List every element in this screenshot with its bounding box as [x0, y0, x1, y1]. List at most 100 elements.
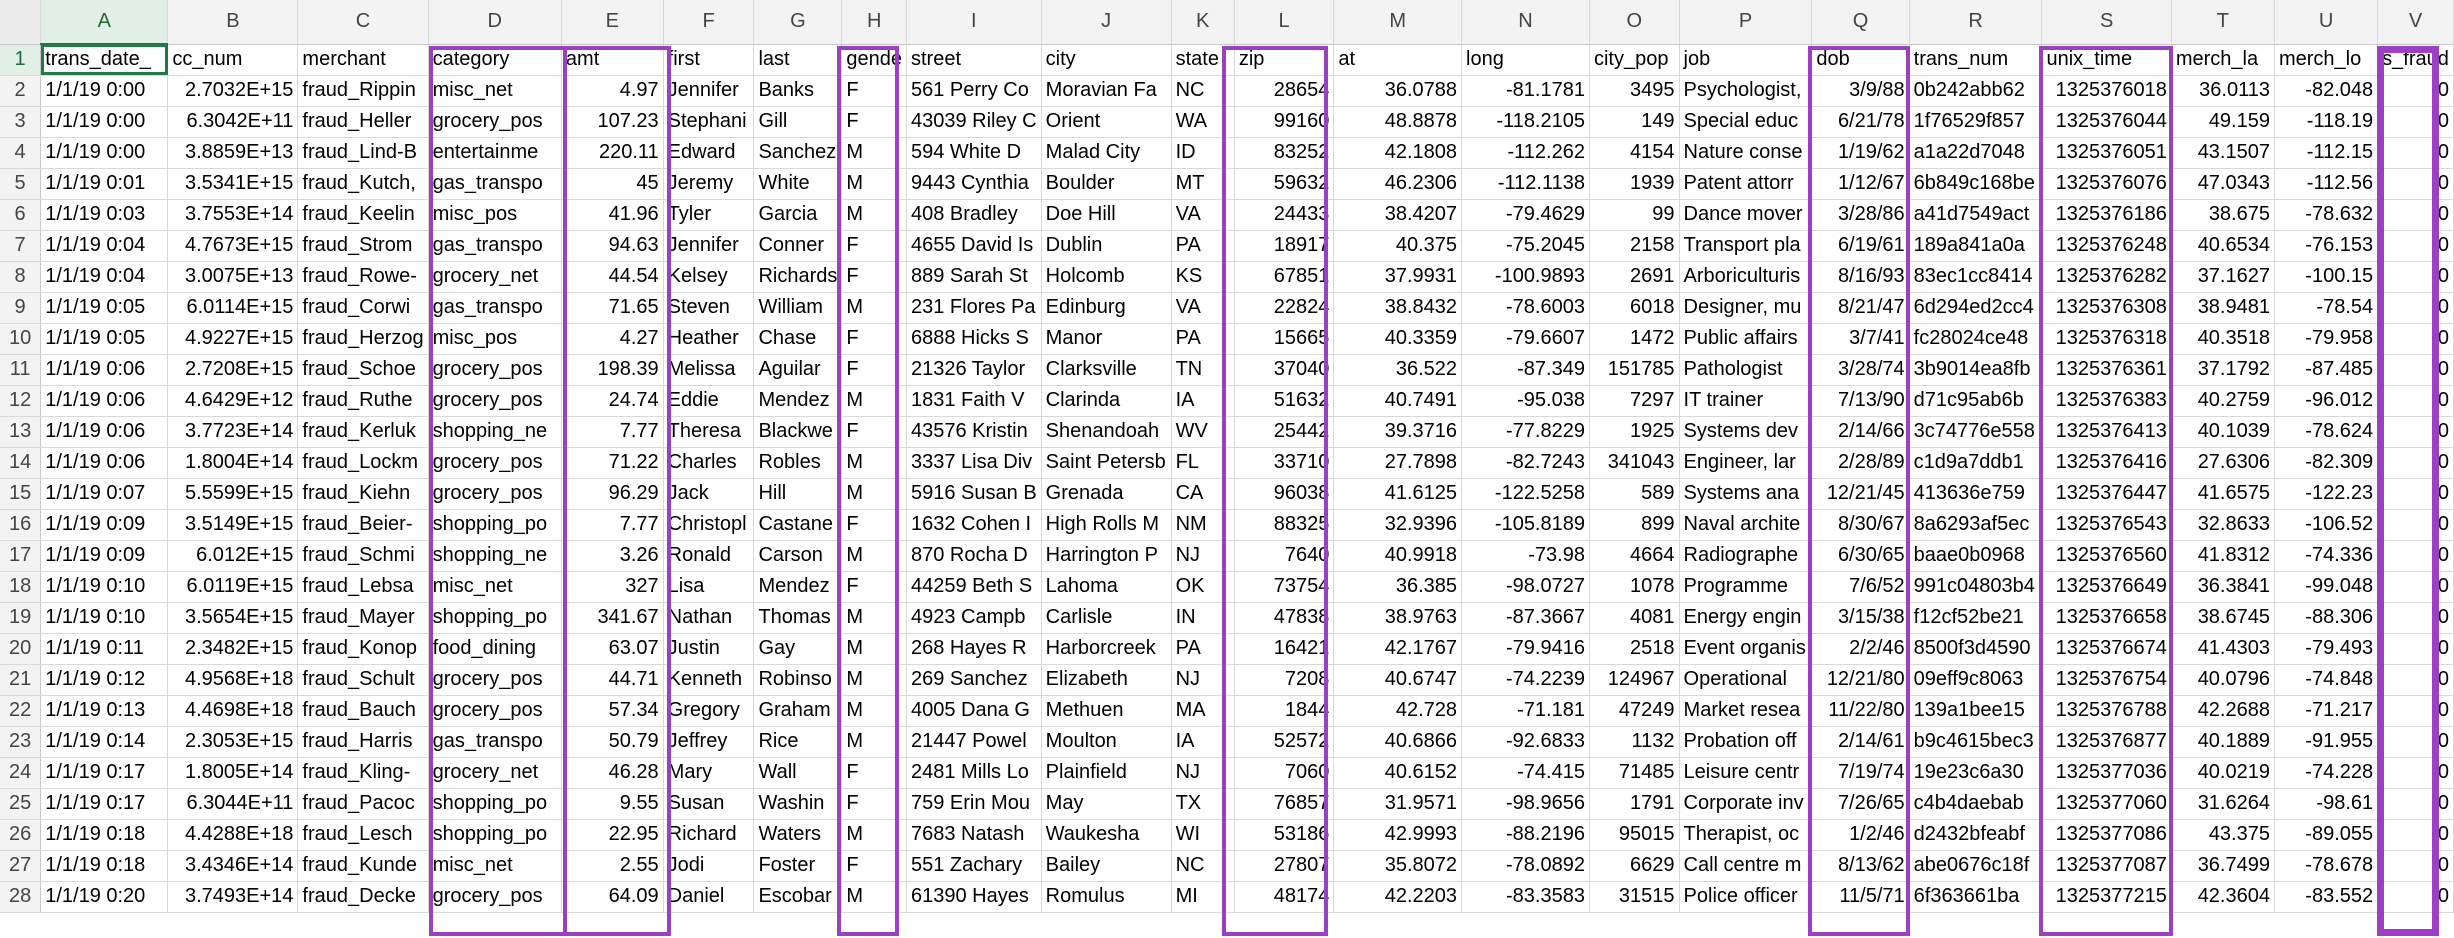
cell-k24[interactable]: NJ	[1171, 757, 1235, 789]
cell-v25[interactable]: 0	[2377, 788, 2454, 820]
row-header[interactable]: 12	[0, 385, 42, 417]
cell-q19[interactable]: 3/15/38	[1811, 602, 1910, 634]
cell-u21[interactable]: -74.848	[2274, 664, 2379, 696]
cell-b6[interactable]: 3.7553E+14	[167, 199, 299, 231]
cell-q21[interactable]: 12/21/80	[1811, 664, 1910, 696]
cell-n7[interactable]: -75.2045	[1461, 230, 1590, 262]
cell-p2[interactable]: Psychologist,	[1679, 75, 1813, 107]
cell-u28[interactable]: -83.552	[2274, 881, 2379, 913]
row-header[interactable]: 23	[0, 726, 42, 758]
cell-u25[interactable]: -98.61	[2274, 788, 2379, 820]
cell-u8[interactable]: -100.15	[2274, 261, 2379, 293]
cell-g12[interactable]: Mendez	[753, 385, 843, 417]
cell-p24[interactable]: Leisure centr	[1679, 757, 1813, 789]
cell-m21[interactable]: 40.6747	[1333, 664, 1463, 696]
cell-j19[interactable]: Carlisle	[1041, 602, 1172, 634]
cell-p17[interactable]: Radiographe	[1679, 540, 1813, 572]
cell-p20[interactable]: Event organis	[1679, 633, 1813, 665]
cell-a16[interactable]: 1/1/19 0:09	[40, 509, 169, 541]
cell-p3[interactable]: Special educ	[1679, 106, 1813, 138]
cell-d9[interactable]: gas_transpo	[428, 292, 562, 324]
cell-r12[interactable]: d71c95ab6b	[1909, 385, 2043, 417]
cell-f20[interactable]: Justin	[663, 633, 755, 665]
cell-q28[interactable]: 11/5/71	[1811, 881, 1910, 913]
cell-v21[interactable]: 0	[2377, 664, 2454, 696]
cell-j1[interactable]: city	[1041, 44, 1172, 76]
cell-p27[interactable]: Call centre m	[1679, 850, 1813, 882]
cell-o8[interactable]: 2691	[1589, 261, 1680, 293]
cell-n18[interactable]: -98.0727	[1461, 571, 1590, 603]
cell-m1[interactable]: at	[1333, 44, 1463, 76]
cell-v20[interactable]: 0	[2377, 633, 2454, 665]
cell-l8[interactable]: 67851	[1234, 261, 1335, 293]
cell-i20[interactable]: 268 Hayes R	[906, 633, 1042, 665]
column-header-k[interactable]: K	[1171, 0, 1235, 45]
cell-a12[interactable]: 1/1/19 0:06	[40, 385, 169, 417]
column-header-e[interactable]: E	[561, 0, 664, 45]
column-header-n[interactable]: N	[1461, 0, 1590, 45]
cell-l14[interactable]: 33710	[1234, 447, 1335, 479]
cell-r27[interactable]: abe0676c18f	[1909, 850, 2043, 882]
cell-k16[interactable]: NM	[1171, 509, 1235, 541]
cell-b26[interactable]: 4.4288E+18	[167, 819, 299, 851]
cell-d6[interactable]: misc_pos	[428, 199, 562, 231]
cell-g20[interactable]: Gay	[753, 633, 843, 665]
cell-h2[interactable]: F	[841, 75, 907, 107]
cell-s20[interactable]: 1325376674	[2041, 633, 2172, 665]
cell-l9[interactable]: 22824	[1234, 292, 1335, 324]
cell-d26[interactable]: shopping_po	[428, 819, 562, 851]
cell-a11[interactable]: 1/1/19 0:06	[40, 354, 169, 386]
cell-s13[interactable]: 1325376413	[2041, 416, 2172, 448]
cell-f4[interactable]: Edward	[663, 137, 755, 169]
cell-n17[interactable]: -73.98	[1461, 540, 1590, 572]
cell-v17[interactable]: 0	[2377, 540, 2454, 572]
cell-p8[interactable]: Arboriculturis	[1679, 261, 1813, 293]
cell-c14[interactable]: fraud_Lockm	[297, 447, 429, 479]
column-header-t[interactable]: T	[2171, 0, 2275, 45]
cell-s10[interactable]: 1325376318	[2041, 323, 2172, 355]
cell-o5[interactable]: 1939	[1589, 168, 1680, 200]
cell-q13[interactable]: 2/14/66	[1811, 416, 1910, 448]
cell-j14[interactable]: Saint Petersb	[1041, 447, 1172, 479]
cell-e4[interactable]: 220.11	[561, 137, 664, 169]
cell-r7[interactable]: 189a841a0a	[1909, 230, 2043, 262]
row-header[interactable]: 11	[0, 354, 42, 386]
cell-k7[interactable]: PA	[1171, 230, 1235, 262]
cell-s3[interactable]: 1325376044	[2041, 106, 2172, 138]
cell-k15[interactable]: CA	[1171, 478, 1235, 510]
cell-h16[interactable]: F	[841, 509, 907, 541]
cell-b28[interactable]: 3.7493E+14	[167, 881, 299, 913]
cell-p16[interactable]: Naval archite	[1679, 509, 1813, 541]
column-header-o[interactable]: O	[1589, 0, 1680, 45]
cell-k22[interactable]: MA	[1171, 695, 1235, 727]
cell-m16[interactable]: 32.9396	[1333, 509, 1463, 541]
cell-m2[interactable]: 36.0788	[1333, 75, 1463, 107]
cell-g28[interactable]: Escobar	[753, 881, 843, 913]
cell-o22[interactable]: 47249	[1589, 695, 1680, 727]
column-header-u[interactable]: U	[2274, 0, 2379, 45]
cell-f14[interactable]: Charles	[663, 447, 755, 479]
cell-i1[interactable]: street	[906, 44, 1042, 76]
cell-r2[interactable]: 0b242abb62	[1909, 75, 2043, 107]
cell-n10[interactable]: -79.6607	[1461, 323, 1590, 355]
cell-o6[interactable]: 99	[1589, 199, 1680, 231]
cell-s2[interactable]: 1325376018	[2041, 75, 2172, 107]
row-header[interactable]: 9	[0, 292, 42, 324]
cell-c1[interactable]: merchant	[297, 44, 429, 76]
cell-u17[interactable]: -74.336	[2274, 540, 2379, 572]
cell-a19[interactable]: 1/1/19 0:10	[40, 602, 169, 634]
cell-s14[interactable]: 1325376416	[2041, 447, 2172, 479]
cell-u16[interactable]: -106.52	[2274, 509, 2379, 541]
cell-q6[interactable]: 3/28/86	[1811, 199, 1910, 231]
cell-i8[interactable]: 889 Sarah St	[906, 261, 1042, 293]
cell-d2[interactable]: misc_net	[428, 75, 562, 107]
cell-u10[interactable]: -79.958	[2274, 323, 2379, 355]
column-header-j[interactable]: J	[1041, 0, 1172, 45]
cell-r21[interactable]: 09eff9c8063	[1909, 664, 2043, 696]
cell-e1[interactable]: amt	[561, 44, 664, 76]
cell-a4[interactable]: 1/1/19 0:00	[40, 137, 169, 169]
cell-u4[interactable]: -112.15	[2274, 137, 2379, 169]
cell-l5[interactable]: 59632	[1234, 168, 1335, 200]
cell-s25[interactable]: 1325377060	[2041, 788, 2172, 820]
row-header[interactable]: 5	[0, 168, 42, 200]
